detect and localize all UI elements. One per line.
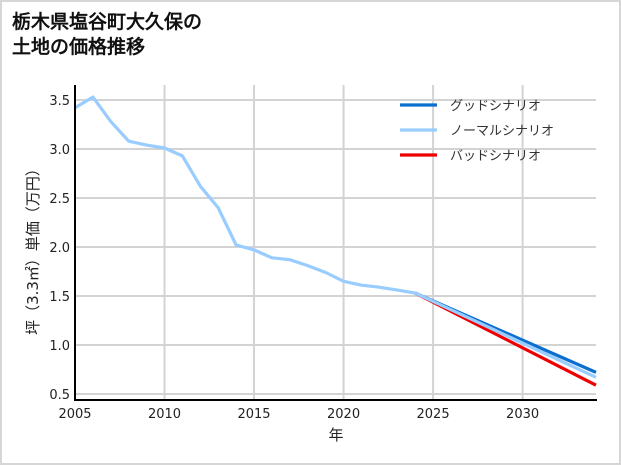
chart-title: 栃木県塩谷町大久保の 土地の価格推移 <box>12 10 202 60</box>
y-tick-label: 1.0 <box>49 339 70 354</box>
y-tick-label: 2.0 <box>49 241 70 256</box>
y-tick-label: 1.5 <box>49 290 70 305</box>
x-tick-label: 2010 <box>148 407 181 422</box>
x-tick-label: 2025 <box>417 407 450 422</box>
x-tick-label: 2030 <box>506 407 539 422</box>
x-tick-labels: 2005 2010 2015 2020 2025 2030 <box>58 407 539 422</box>
chart-title-line1: 栃木県塩谷町大久保の <box>12 11 203 33</box>
axes <box>74 85 597 401</box>
y-tick-label: 2.5 <box>49 192 70 207</box>
y-tick-labels: 0.5 1.0 1.5 2.0 2.5 3.0 3.5 <box>49 94 70 403</box>
y-tick-label: 3.5 <box>49 94 70 109</box>
legend-label: グッドシナリオ <box>450 99 541 114</box>
y-tick-label: 3.0 <box>49 143 70 158</box>
x-tick-label: 2015 <box>237 407 270 422</box>
legend-label: ノーマルシナリオ <box>450 124 554 139</box>
series-line <box>74 95 597 379</box>
chart-title-line2: 土地の価格推移 <box>12 36 146 58</box>
legend-label: バッドシナリオ <box>450 149 541 164</box>
y-tick-label: 0.5 <box>49 388 70 403</box>
x-tick-label: 2020 <box>327 407 360 422</box>
x-axis-label: 年 <box>328 426 343 444</box>
x-tick-label: 2005 <box>58 407 91 422</box>
series-lines <box>74 95 597 387</box>
y-axis-label: 坪（3.3㎡）単価（万円） <box>24 161 42 335</box>
